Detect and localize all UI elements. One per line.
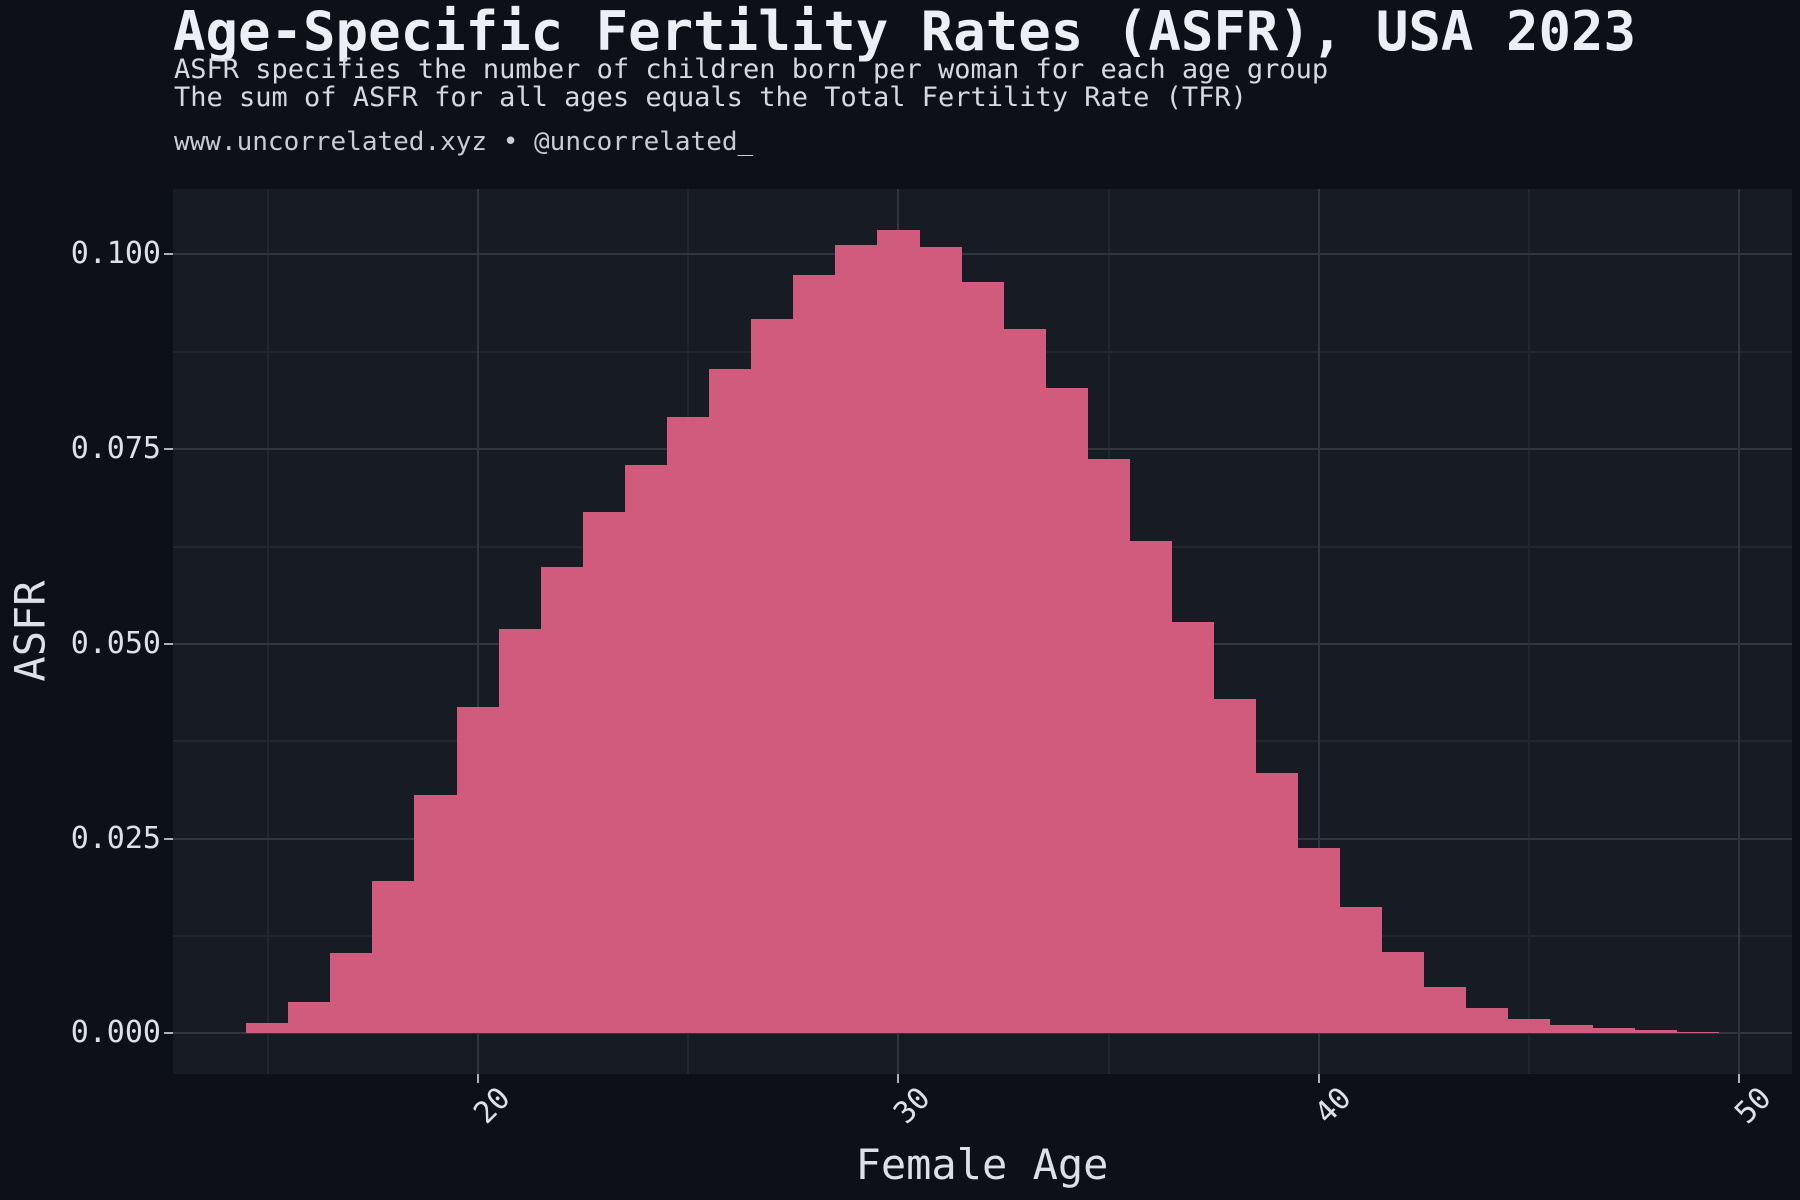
bar-age-24 [624, 464, 668, 1034]
chart-subtitle: ASFR specifies the number of children bo… [174, 56, 1328, 112]
gridline-major-x [476, 189, 479, 1074]
bar-age-34 [1045, 387, 1088, 1034]
bar-age-17 [330, 953, 374, 1034]
bar-age-37 [1171, 622, 1215, 1034]
plot-area [173, 189, 1792, 1074]
bar-age-47 [1591, 1028, 1635, 1034]
bar-age-30 [877, 229, 920, 1034]
bar-age-23 [582, 512, 626, 1034]
y-tick-mark [164, 1032, 173, 1035]
x-tick-label: 40 [1307, 1080, 1359, 1131]
x-tick-mark [476, 1074, 479, 1083]
bar-age-44 [1465, 1007, 1509, 1034]
bar-age-46 [1549, 1024, 1593, 1034]
gridline-major-y [173, 253, 1792, 256]
x-tick-label: 20 [466, 1080, 518, 1131]
gridline-major-x [1317, 189, 1320, 1074]
bar-age-36 [1129, 541, 1173, 1034]
bar-age-35 [1087, 459, 1130, 1034]
bar-age-43 [1423, 986, 1467, 1034]
y-axis-title: ASFR [5, 580, 55, 682]
bar-age-33 [1003, 329, 1046, 1034]
gridline-minor-x [1528, 189, 1531, 1074]
chart-title: Age-Specific Fertility Rates (ASFR), USA… [173, 0, 1636, 63]
bar-age-38 [1213, 699, 1257, 1034]
y-tick-mark [164, 837, 173, 840]
y-tick-mark [164, 642, 173, 645]
bar-age-29 [835, 245, 878, 1034]
y-tick-label: 0.100 [70, 236, 161, 272]
chart-subtitle-line1: ASFR specifies the number of children bo… [174, 54, 1329, 85]
bar-age-16 [288, 1001, 331, 1034]
x-tick-mark [1738, 1074, 1741, 1083]
bar-age-28 [792, 274, 836, 1034]
bar-age-45 [1507, 1018, 1551, 1034]
x-tick-label: 30 [887, 1080, 938, 1131]
bar-age-48 [1634, 1030, 1677, 1034]
bar-age-42 [1381, 952, 1425, 1034]
x-tick-mark [897, 1074, 900, 1083]
bar-age-39 [1255, 773, 1299, 1034]
bar-age-22 [540, 566, 584, 1034]
x-tick-label: 50 [1728, 1080, 1779, 1131]
y-tick-label: 0.075 [70, 431, 161, 467]
bar-age-25 [666, 417, 710, 1034]
bar-age-27 [750, 319, 794, 1034]
y-tick-label: 0.000 [70, 1015, 161, 1051]
y-tick-label: 0.050 [70, 625, 161, 661]
y-tick-label: 0.025 [70, 820, 161, 856]
bar-age-49 [1676, 1031, 1719, 1034]
gridline-major-y [173, 1032, 1792, 1035]
bar-age-40 [1297, 848, 1341, 1034]
x-axis-title: Female Age [855, 1140, 1109, 1189]
source-caption: www.uncorrelated.xyz • @uncorrelated_ [174, 127, 754, 157]
gridline-major-x [1738, 189, 1741, 1074]
gridline-minor-x [266, 189, 269, 1074]
bar-age-19 [414, 795, 458, 1034]
bar-age-18 [372, 880, 416, 1034]
bar-age-15 [246, 1022, 289, 1034]
chart-subtitle-line2: The sum of ASFR for all ages equals the … [174, 82, 1247, 113]
bar-age-26 [708, 368, 752, 1034]
bar-age-21 [498, 629, 542, 1034]
bar-age-31 [919, 246, 962, 1034]
bar-age-32 [961, 282, 1004, 1034]
bar-age-41 [1339, 907, 1383, 1034]
y-tick-mark [164, 448, 173, 451]
y-tick-mark [164, 253, 173, 256]
bar-age-20 [456, 707, 500, 1034]
x-tick-mark [1317, 1074, 1320, 1083]
